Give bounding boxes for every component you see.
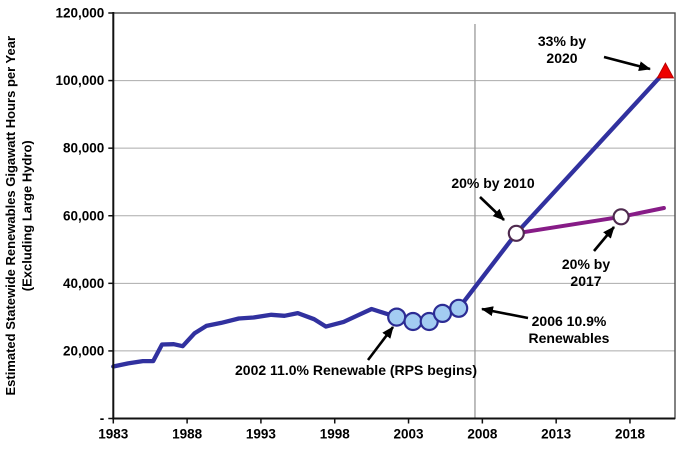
annotation-label-33-by-2020: 2020 bbox=[546, 50, 577, 66]
annotation-arrow-20-by-2010 bbox=[479, 196, 505, 221]
x-tick-label: 2013 bbox=[541, 427, 572, 442]
annotation-label-20-by-2010: 20% by 2010 bbox=[451, 175, 534, 191]
marker-target-2010 bbox=[507, 224, 525, 242]
annotation-label-2002-rps-begins: 2002 11.0% Renewable (RPS begins) bbox=[235, 362, 477, 378]
y-tick-label: 80,000 bbox=[63, 141, 104, 156]
y-tick-label: 20,000 bbox=[63, 343, 104, 358]
x-tick-label: 2008 bbox=[467, 427, 498, 442]
marker-actual-renewables-2002-2006 bbox=[387, 307, 407, 327]
y-tick-label: 60,000 bbox=[63, 208, 104, 223]
x-tick-label: 1993 bbox=[246, 427, 277, 442]
annotation-arrow-20-by-2017 bbox=[593, 226, 615, 252]
y-axis-title-line-1: Estimated Statewide Renewables Gigawatt … bbox=[3, 36, 18, 396]
y-tick-label: 100,000 bbox=[55, 73, 104, 88]
x-tick-label: 1998 bbox=[320, 427, 351, 442]
annotation-label-2006-renewables: 2006 10.9% bbox=[532, 313, 607, 329]
annotation-arrow-2006-renewables bbox=[481, 306, 529, 320]
y-axis-title-line-2: (Excluding Large Hydro) bbox=[20, 140, 35, 291]
marker-actual-renewables-2002-2006 bbox=[449, 298, 469, 318]
annotation-label-2006-renewables: Renewables bbox=[529, 330, 610, 346]
y-tick-label: 40,000 bbox=[63, 276, 104, 291]
marker-target-2020 bbox=[656, 62, 675, 79]
y-tick-label: 120,000 bbox=[55, 6, 104, 21]
annotation-arrow-33-by-2020 bbox=[603, 55, 651, 72]
marker-actual-renewables-2002-2006 bbox=[432, 303, 453, 323]
x-tick-label: 1983 bbox=[98, 427, 129, 442]
y-tick-label: - bbox=[100, 411, 105, 426]
x-tick-label: 2018 bbox=[615, 427, 646, 442]
marker-actual-renewables-2002-2006 bbox=[403, 311, 423, 332]
marker-target-2017 bbox=[612, 208, 630, 226]
annotation-label-33-by-2020: 33% by bbox=[538, 33, 586, 49]
annotation-arrow-2002-rps-begins bbox=[366, 326, 395, 361]
x-tick-label: 1988 bbox=[172, 427, 203, 442]
x-tick-label: 2003 bbox=[394, 427, 425, 442]
annotation-label-20-by-2017: 2017 bbox=[570, 273, 601, 289]
annotation-label-20-by-2017: 20% by bbox=[562, 256, 610, 272]
